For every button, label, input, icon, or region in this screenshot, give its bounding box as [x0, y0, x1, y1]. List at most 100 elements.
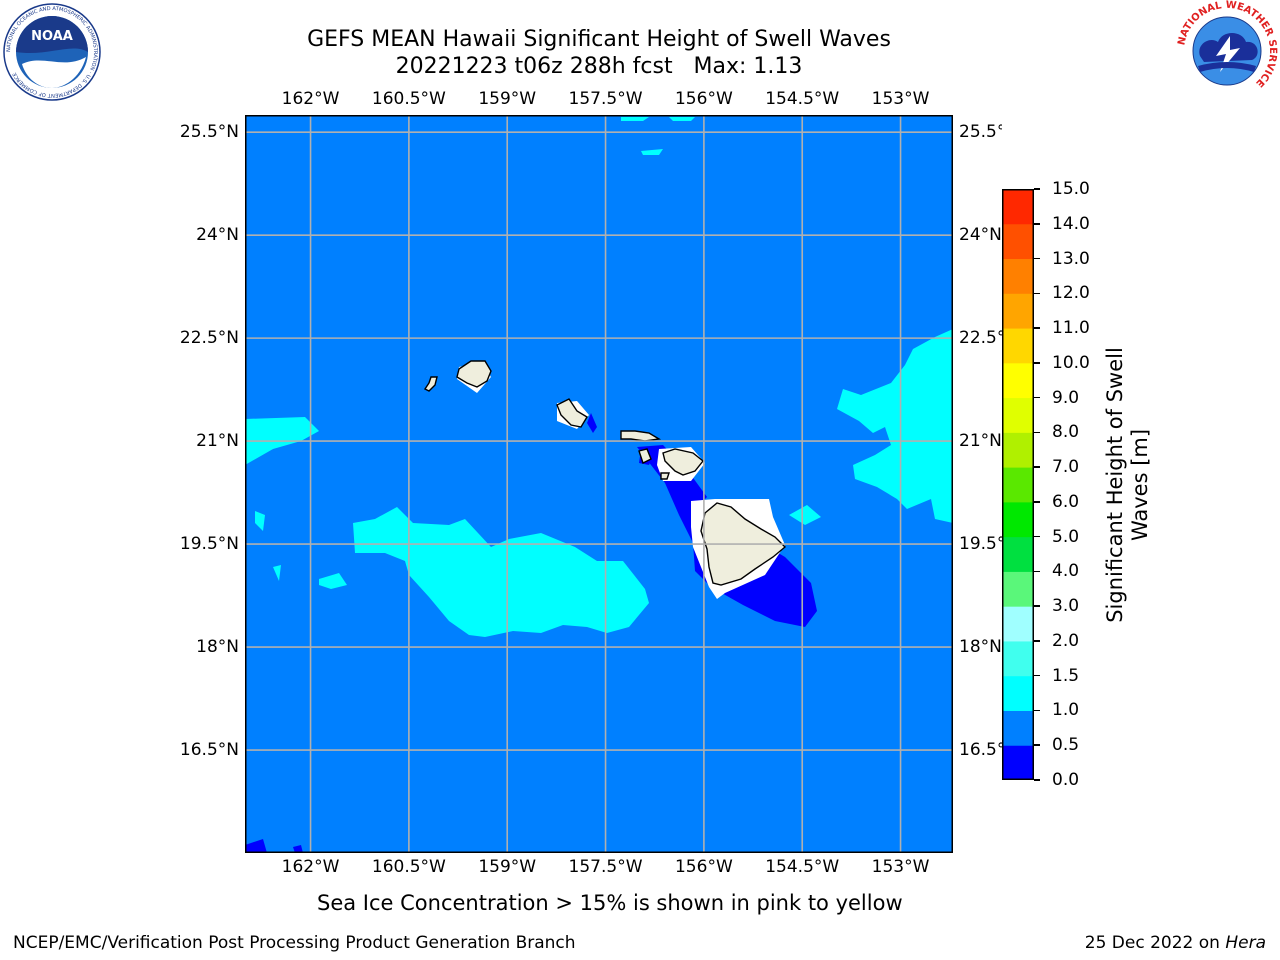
- footer-date-text: 25 Dec 2022 on: [1084, 933, 1226, 953]
- lon-label-top: 160.5°W: [371, 89, 446, 109]
- swell-region-west-small-1: [255, 511, 265, 531]
- colorbar-tick-mark: [1034, 779, 1040, 781]
- lat-label-left: 18°N: [196, 637, 239, 658]
- colorbar-tick-mark: [1034, 466, 1040, 468]
- colorbar-segment: [1002, 745, 1034, 781]
- lon-label-top: 154.5°W: [765, 89, 840, 109]
- swell-region-kauai-ch: [587, 413, 597, 433]
- colorbar-tick-mark: [1034, 605, 1040, 607]
- colorbar-tick-mark: [1034, 362, 1040, 364]
- colorbar-segment: [1002, 501, 1034, 538]
- colorbar-tick-mark: [1034, 223, 1040, 225]
- lon-label-bottom: 156°W: [674, 857, 733, 877]
- colorbar-segment: [1002, 397, 1034, 433]
- colorbar-segment: [1002, 536, 1034, 572]
- lon-label-bottom: 153°W: [871, 857, 930, 877]
- ocean-background: [245, 115, 953, 853]
- colorbar-tick-label: 3.0: [1052, 596, 1080, 617]
- colorbar-tick-label: 5.0: [1052, 526, 1080, 547]
- lat-label-left: 22.5°N: [179, 328, 239, 349]
- swell-region-south: [353, 507, 649, 637]
- island-kahoolawe: [660, 472, 670, 480]
- colorbar-title: Significant Height of Swell Waves [m]: [1103, 347, 1153, 623]
- island-molokai: [620, 430, 662, 442]
- lat-label-right: 22.5°N: [959, 328, 1002, 349]
- lat-label-left: 16.5°N: [179, 740, 239, 761]
- nws-logo: NATIONAL WEATHER SERVICE: [1176, 0, 1278, 106]
- colorbar-segment: [1002, 640, 1034, 677]
- island-maui: [662, 448, 704, 476]
- colorbar-tick-mark: [1034, 501, 1040, 503]
- chart-title: GEFS MEAN Hawaii Significant Height of S…: [307, 27, 891, 52]
- map-frame: [245, 115, 953, 853]
- lon-label-bottom: 157.5°W: [568, 857, 643, 877]
- map-canvas: [245, 115, 953, 853]
- colorbar-segment: [1002, 223, 1034, 260]
- colorbar-segment: [1002, 258, 1034, 294]
- colorbar-tick-mark: [1034, 257, 1040, 260]
- colorbar-segment: [1002, 571, 1034, 607]
- lon-label-top: 159°W: [478, 89, 537, 109]
- island-kauai: [456, 360, 492, 388]
- swell-region-west-small-2: [273, 565, 281, 581]
- colorbar-frame: [1002, 189, 1034, 780]
- lon-label-bottom: 160.5°W: [371, 857, 446, 877]
- noaa-logo-text: NOAA: [31, 29, 73, 44]
- colorbar-tick-label: 2.0: [1052, 630, 1080, 651]
- colorbar-segment: [1002, 189, 1034, 225]
- lon-label-top: 162°W: [281, 89, 340, 109]
- swell-region-south-small: [293, 845, 303, 853]
- lon-label-top: 156°W: [674, 89, 733, 109]
- lat-label-left: 19.5°N: [179, 534, 239, 555]
- lat-label-left: 25.5°N: [179, 122, 239, 143]
- lat-label-right: 18°N: [959, 637, 1002, 658]
- colorbar-title-line1: Significant Height of Swell: [1103, 347, 1127, 623]
- colorbar-tick-label: 1.0: [1052, 700, 1080, 721]
- lon-label-top: 157.5°W: [568, 89, 643, 109]
- colorbar-segment: [1002, 675, 1034, 711]
- map-panel: [245, 115, 953, 853]
- colorbar-segment: [1002, 293, 1034, 329]
- colorbar-tick-label: 0.0: [1052, 770, 1080, 790]
- colorbar-title-line2: Waves [m]: [1128, 428, 1152, 542]
- lat-label-left: 24°N: [196, 225, 239, 246]
- colorbar-tick-mark: [1034, 431, 1040, 434]
- colorbar-tick-label: 14.0: [1052, 213, 1090, 234]
- colorbar-tick-mark: [1034, 292, 1040, 295]
- swell-region-north-1: [621, 117, 649, 121]
- island-niihau: [423, 376, 438, 392]
- colorbar-tick-mark: [1034, 188, 1040, 190]
- colorbar-tick-mark: [1034, 709, 1040, 712]
- colorbar-tick-mark: [1034, 570, 1040, 573]
- footer-host: Hera: [1225, 933, 1266, 953]
- colorbar-tick-mark: [1034, 744, 1040, 746]
- colorbar-segment: [1002, 362, 1034, 399]
- island-lanai: [638, 448, 652, 464]
- swell-region-west-small-3: [319, 573, 347, 589]
- colorbar-tick-label: 4.0: [1052, 561, 1080, 582]
- swell-region-north-2: [669, 117, 695, 121]
- colorbar: [1002, 189, 1034, 781]
- lon-label-bottom: 159°W: [478, 857, 537, 877]
- colorbar-segment: [1002, 328, 1034, 364]
- graticule: [245, 115, 953, 853]
- chart-subtitle: 20221223 t06z 288h fcst Max: 1.13: [395, 54, 803, 79]
- colorbar-tick-label: 8.0: [1052, 422, 1080, 443]
- colorbar-tick-label: 1.5: [1052, 665, 1080, 686]
- lat-label-right: 21°N: [959, 431, 1002, 452]
- colorbar-tick-label: 11.0: [1052, 318, 1090, 339]
- colorbar-tick-label: 10.0: [1052, 352, 1090, 373]
- colorbar-tick-label: 9.0: [1052, 387, 1080, 408]
- colorbar-tick-mark: [1034, 327, 1040, 329]
- footer-branch: NCEP/EMC/Verification Post Processing Pr…: [13, 933, 576, 953]
- colorbar-tick-mark: [1034, 535, 1040, 538]
- swell-region-southwest-corner: [245, 839, 267, 853]
- colorbar-segment: [1002, 467, 1034, 503]
- colorbar-segment: [1002, 432, 1034, 468]
- lon-label-top: 153°W: [871, 89, 930, 109]
- lat-label-right: 19.5°N: [959, 534, 1002, 555]
- lat-label-right: 25.5°N: [959, 122, 1002, 143]
- colorbar-segment: [1002, 710, 1034, 746]
- colorbar-tick-mark: [1034, 640, 1040, 642]
- lat-label-left: 21°N: [196, 431, 239, 452]
